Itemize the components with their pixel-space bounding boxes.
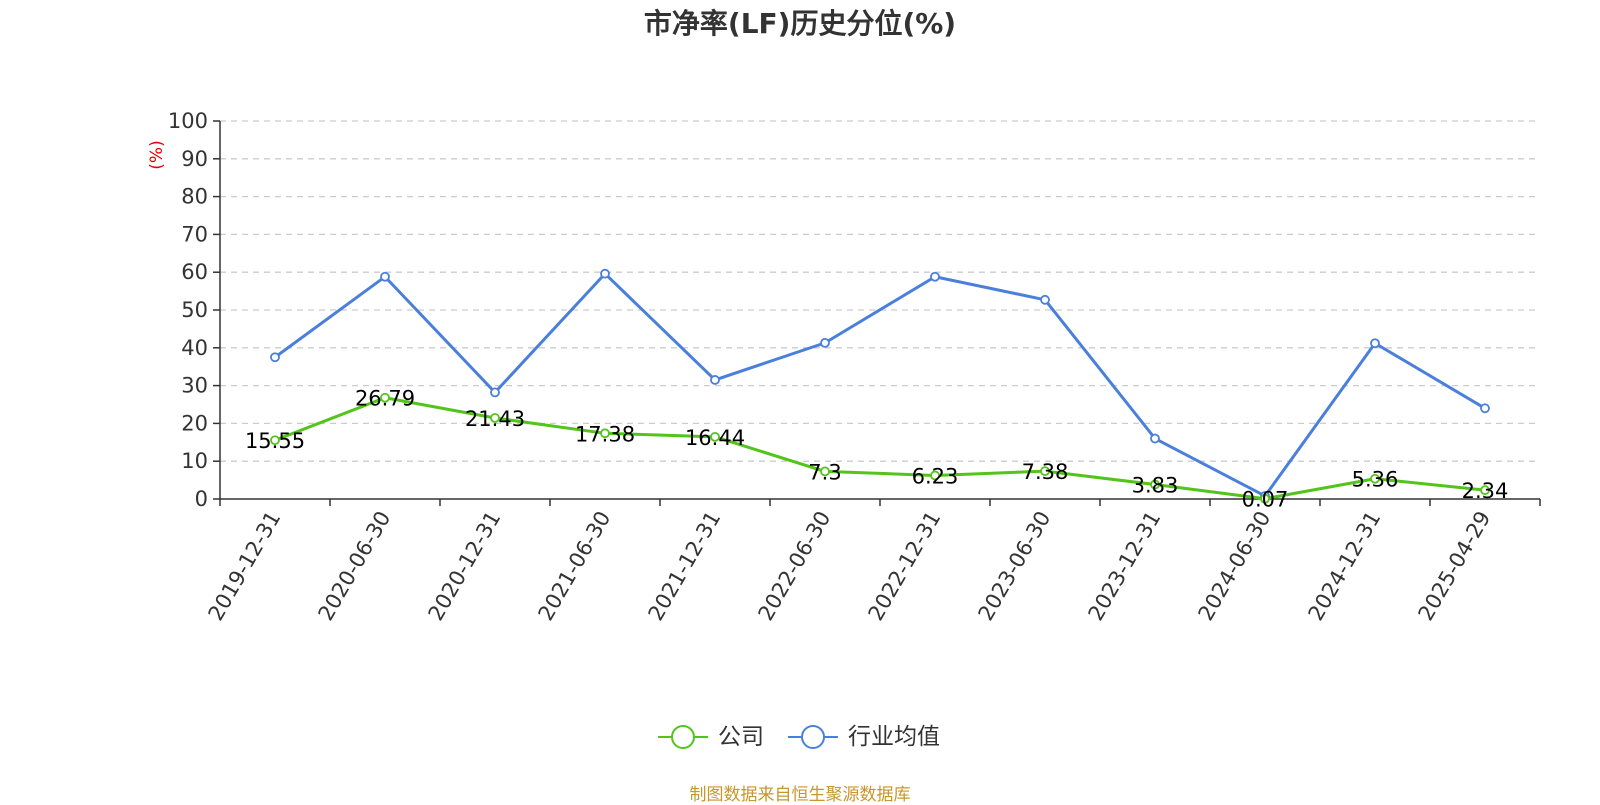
- data-point: [600, 428, 610, 439]
- y-tick-label: 30: [181, 374, 208, 398]
- data-label: 17.38: [575, 422, 635, 446]
- data-label: 2.34: [1462, 479, 1509, 503]
- y-tick-label: 10: [181, 449, 208, 473]
- source-note: 制图数据来自恒生聚源数据库: [689, 785, 911, 805]
- x-tick-label: 2021-12-31: [644, 507, 726, 625]
- data-point: [930, 470, 940, 481]
- chart-title: 市净率(LF)历史分位(%): [643, 7, 957, 40]
- data-point: [1150, 479, 1160, 490]
- data-point: [380, 271, 390, 282]
- data-point: [820, 466, 830, 477]
- data-label: 7.3: [808, 460, 841, 484]
- data-label: 3.83: [1132, 474, 1179, 498]
- y-tick-label: 100: [168, 109, 208, 133]
- data-point: [600, 268, 610, 279]
- data-point: [1370, 338, 1380, 349]
- y-tick-label: 60: [181, 260, 208, 284]
- y-axis-unit-label: (%): [147, 140, 167, 169]
- line-chart: 0 10 20 30 40 50 60 70 80 90 100 2019-12-31 2020-06-…: [147, 109, 1541, 750]
- data-point: [270, 352, 280, 363]
- series: [270, 268, 1490, 504]
- legend: 公司 行业均值: [658, 724, 940, 750]
- grid-lines: [220, 120, 1540, 462]
- x-tick-label: 2020-12-31: [424, 507, 506, 625]
- data-label: 16.44: [685, 426, 745, 450]
- y-tick-label: 0: [195, 487, 208, 511]
- y-tick-label: 90: [181, 147, 208, 171]
- data-point: [1370, 473, 1380, 484]
- data-label: 7.38: [1022, 460, 1069, 484]
- data-label: 0.07: [1242, 488, 1289, 512]
- data-point: [930, 271, 940, 282]
- data-point: [490, 413, 500, 423]
- x-tick-label: 2024-06-30: [1194, 507, 1276, 625]
- y-tick-label: 80: [181, 185, 208, 209]
- x-tick-label: 2022-12-31: [864, 507, 946, 625]
- data-point: [1260, 493, 1270, 504]
- data-label: 21.43: [465, 407, 525, 431]
- data-point: [820, 337, 830, 348]
- data-point: [1040, 294, 1050, 305]
- x-tick-label: 2021-06-30: [534, 507, 616, 625]
- legend-marker: [801, 725, 825, 749]
- data-point: [1480, 403, 1490, 414]
- legend-label: 行业均值: [848, 724, 940, 750]
- data-point: [710, 431, 720, 442]
- x-tick-label: 2023-06-30: [974, 507, 1056, 625]
- series-line: [274, 396, 1486, 501]
- data-point: [490, 387, 500, 398]
- data-point: [380, 392, 390, 403]
- data-point: [270, 435, 280, 446]
- x-tick-label: 2020-06-30: [314, 507, 396, 625]
- x-tick-label: 2024-12-31: [1304, 507, 1386, 625]
- x-tick-label: 2025-04-29: [1414, 507, 1496, 625]
- x-tick-label: 2023-12-31: [1084, 507, 1166, 625]
- x-tick-label: 2022-06-30: [754, 507, 836, 625]
- data-label: 15.55: [245, 429, 305, 453]
- data-labels: 15.55 26.79 21.43 17.38 16.44 7.3 6.23 7.38 3.83…: [245, 387, 1508, 512]
- series-line: [274, 272, 1486, 498]
- y-tick-label: 50: [181, 298, 208, 322]
- data-label: 26.79: [355, 387, 415, 411]
- y-tick-label: 40: [181, 336, 208, 360]
- data-point: [710, 375, 720, 385]
- data-point: [1480, 485, 1490, 496]
- axes: 0 10 20 30 40 50 60 70 80 90 100 2019-12-31 2020-06-…: [168, 109, 1541, 625]
- data-point: [1040, 466, 1050, 477]
- data-label: 5.36: [1352, 468, 1399, 492]
- data-point: [1150, 433, 1160, 444]
- data-label: 6.23: [912, 464, 959, 488]
- x-tick-label: 2019-12-31: [204, 507, 286, 625]
- y-tick-label: 70: [181, 222, 208, 246]
- legend-label: 公司: [718, 724, 764, 750]
- y-tick-label: 20: [181, 411, 208, 435]
- legend-marker: [671, 725, 695, 749]
